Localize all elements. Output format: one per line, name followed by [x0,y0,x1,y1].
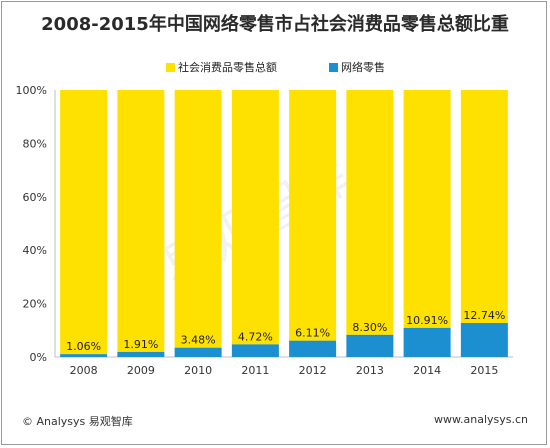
bar-total [346,90,394,335]
bar-total [117,90,165,352]
x-tick-label: 2008 [70,364,98,377]
y-tick-label: 60% [23,191,47,204]
bar-online [174,347,222,357]
bar-total [403,90,451,328]
data-label: 1.06% [66,340,101,353]
chart-title: 2008-2015年中国网络零售市占社会消费品零售总额比重 [41,14,509,35]
x-tick-label: 2010 [184,364,212,377]
x-tick-label: 2014 [413,364,441,377]
x-tick-label: 2015 [470,364,498,377]
bar-total [231,90,279,345]
data-label: 4.72% [238,330,273,343]
bar-online [346,334,394,357]
y-tick-label: 20% [23,298,47,311]
bar-online [289,340,337,357]
x-tick-label: 2011 [241,364,269,377]
bar-online [231,344,279,357]
y-tick-label: 40% [23,244,47,257]
y-tick-label: 80% [23,137,47,150]
bar-total [460,90,508,323]
x-tick-label: 2013 [356,364,384,377]
footer-source: © Analysys 易观智库 [22,415,133,428]
data-label: 12.74% [463,309,505,322]
x-tick-label: 2009 [127,364,155,377]
bar-total [60,90,108,355]
data-label: 3.48% [181,334,216,347]
bar-online [460,322,508,357]
y-tick-label: 100% [16,84,47,97]
data-label: 6.11% [295,327,330,340]
bar-online [403,327,451,357]
data-label: 1.91% [123,338,158,351]
data-label: 10.91% [406,314,448,327]
y-tick-label: 0% [30,351,47,364]
bar-online [60,354,108,357]
footer-url: www.analysys.cn [434,413,528,426]
legend-label-online: 网络零售 [341,60,385,74]
x-tick-label: 2012 [299,364,327,377]
bar-total [174,90,222,348]
bar-online [117,351,165,357]
data-label: 8.30% [352,321,387,334]
bar-total [289,90,337,341]
legend-swatch-total [166,63,175,72]
legend-label-total: 社会消费品零售总额 [178,60,277,74]
legend-swatch-online [329,63,338,72]
